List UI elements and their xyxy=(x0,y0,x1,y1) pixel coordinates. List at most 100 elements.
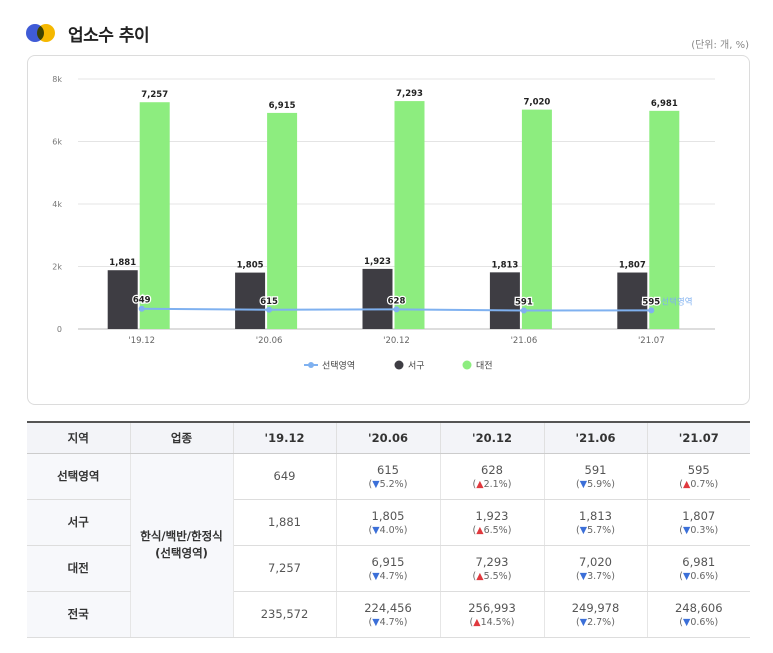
legend-label: 선택영역 xyxy=(322,361,355,372)
value-cell: 1,807 (▼0.3%) xyxy=(647,499,750,546)
change-pct: 0.6% xyxy=(690,570,715,582)
table-row: 전국 235,572 224,456 (▼4.7%) 256,993 (▲14.5%) 24… xyxy=(27,591,750,638)
header-period: '20.12 xyxy=(440,421,545,454)
change-rate: (▼0.3%) xyxy=(679,524,719,536)
value-cell: 7,257 xyxy=(233,545,337,592)
value-cell: 235,572 xyxy=(233,591,337,638)
arrow-down-icon: ▼ xyxy=(683,524,691,536)
region-cell: 전국 xyxy=(27,591,131,638)
change-rate: (▼2.7%) xyxy=(576,616,615,628)
bar-daejeon xyxy=(394,101,425,329)
value-cell: 7,293 (▲5.5%) xyxy=(440,545,545,592)
header-business: 업종 xyxy=(130,421,234,454)
y-tick-label: 4k xyxy=(52,200,62,209)
change-rate: (▼5.7%) xyxy=(576,524,615,536)
y-tick-label: 0 xyxy=(57,325,62,334)
cell-value: 615 xyxy=(377,462,399,477)
cell-value: 628 xyxy=(481,462,503,477)
header-region: 지역 xyxy=(27,421,131,454)
data-table: 지역 업종 '19.12 '20.06 '20.12 '21.06 '21.07… xyxy=(27,421,750,638)
header-period: '21.06 xyxy=(544,421,648,454)
bar-seogu xyxy=(107,270,138,329)
cell-value: 1,807 xyxy=(682,508,716,523)
point-selected xyxy=(138,305,145,312)
cell-value: 224,456 xyxy=(364,600,412,615)
cell-value: 249,978 xyxy=(571,600,620,615)
page-title: 업소수 추이 xyxy=(68,25,150,46)
value-cell: 224,456 (▼4.7%) xyxy=(336,591,441,638)
legend-marker xyxy=(308,362,314,368)
cell-value: 6,981 xyxy=(682,554,716,569)
data-label-seogu: 1,923 xyxy=(364,257,391,267)
business-cell: 한식/백반/한정식 (선택영역) xyxy=(130,453,234,638)
data-label-selected: 615 xyxy=(260,297,278,307)
table-row: 대전 7,257 6,915 (▼4.7%) 7,293 (▲5.5%) 7,020 (▼3.… xyxy=(27,545,750,592)
x-tick-label: '21.06 xyxy=(511,336,538,346)
data-label-daejeon: 6,915 xyxy=(269,101,296,111)
cell-value: 649 xyxy=(273,469,296,483)
arrow-up-icon: ▲ xyxy=(473,616,481,628)
arrow-down-icon: ▼ xyxy=(372,570,380,582)
business-label: 한식/백반/한정식 xyxy=(140,529,223,543)
change-pct: 5.7% xyxy=(587,524,612,536)
value-cell: 248,606 (▼0.6%) xyxy=(647,591,750,638)
data-label-selected: 595 xyxy=(642,297,660,307)
legend-label: 대전 xyxy=(476,361,493,372)
x-tick-label: '21.07 xyxy=(638,336,665,346)
data-label-selected: 591 xyxy=(515,298,533,308)
change-rate: (▲0.7%) xyxy=(679,478,719,490)
cell-value: 595 xyxy=(687,462,710,477)
region-cell: 서구 xyxy=(27,499,131,546)
cell-value: 1,813 xyxy=(579,508,612,523)
bar-seogu xyxy=(489,272,520,329)
x-tick-label: '20.06 xyxy=(256,336,283,346)
data-label-daejeon: 7,020 xyxy=(523,98,550,108)
cell-value: 7,257 xyxy=(268,561,301,575)
value-cell: 249,978 (▼2.7%) xyxy=(544,591,648,638)
region-cell: 선택영역 xyxy=(27,453,131,500)
change-rate: (▼3.7%) xyxy=(576,570,615,582)
value-cell: 1,805 (▼4.0%) xyxy=(336,499,441,546)
change-rate: (▲5.5%) xyxy=(472,570,512,582)
y-tick-label: 6k xyxy=(52,138,62,147)
arrow-down-icon: ▼ xyxy=(579,478,588,490)
point-selected xyxy=(393,306,400,313)
business-label: (선택영역) xyxy=(155,546,208,560)
change-rate: (▼4.7%) xyxy=(368,616,408,628)
arrow-down-icon: ▼ xyxy=(579,570,588,582)
data-label-daejeon: 6,981 xyxy=(651,99,678,109)
cell-value: 256,993 xyxy=(468,600,516,615)
x-tick-label: '19.12 xyxy=(128,336,155,346)
series-annotation: 선택영역 xyxy=(661,296,692,307)
change-pct: 0.6% xyxy=(690,616,715,628)
data-label-daejeon: 7,257 xyxy=(141,90,168,100)
bar-daejeon xyxy=(267,112,298,329)
table-row: 선택영역 한식/백반/한정식 (선택영역) 649 615 (▼5.2%) 628 (▲2.1… xyxy=(27,453,750,638)
arrow-up-icon: ▲ xyxy=(476,570,484,582)
value-cell: 6,915 (▼4.7%) xyxy=(336,545,441,592)
arrow-down-icon: ▼ xyxy=(683,570,691,582)
section-header: 업소수 추이 xyxy=(26,20,150,46)
bar-daejeon xyxy=(139,102,170,329)
change-rate: (▲2.1%) xyxy=(472,478,512,490)
change-rate: (▼0.6%) xyxy=(679,616,719,628)
unit-label: (단위: 개, %) xyxy=(691,40,749,51)
arrow-down-icon: ▼ xyxy=(372,524,380,536)
arrow-down-icon: ▼ xyxy=(372,616,380,628)
change-pct: 3.7% xyxy=(587,570,612,582)
data-label-seogu: 1,813 xyxy=(491,260,518,270)
value-cell: 649 xyxy=(233,453,337,500)
arrow-up-icon: ▲ xyxy=(476,524,484,536)
data-label-daejeon: 7,293 xyxy=(396,89,423,99)
change-rate: (▼4.0%) xyxy=(368,524,408,536)
change-pct: 0.7% xyxy=(690,478,715,490)
change-pct: 2.1% xyxy=(483,478,508,490)
cell-value: 7,020 xyxy=(579,554,612,569)
value-cell: 1,813 (▼5.7%) xyxy=(544,499,648,546)
y-tick-label: 2k xyxy=(52,263,62,272)
change-pct: 5.2% xyxy=(379,478,404,490)
cell-value: 1,805 xyxy=(371,508,405,523)
cell-value: 1,923 xyxy=(475,508,509,523)
cell-value: 591 xyxy=(584,462,607,477)
data-label-seogu: 1,881 xyxy=(109,258,136,268)
